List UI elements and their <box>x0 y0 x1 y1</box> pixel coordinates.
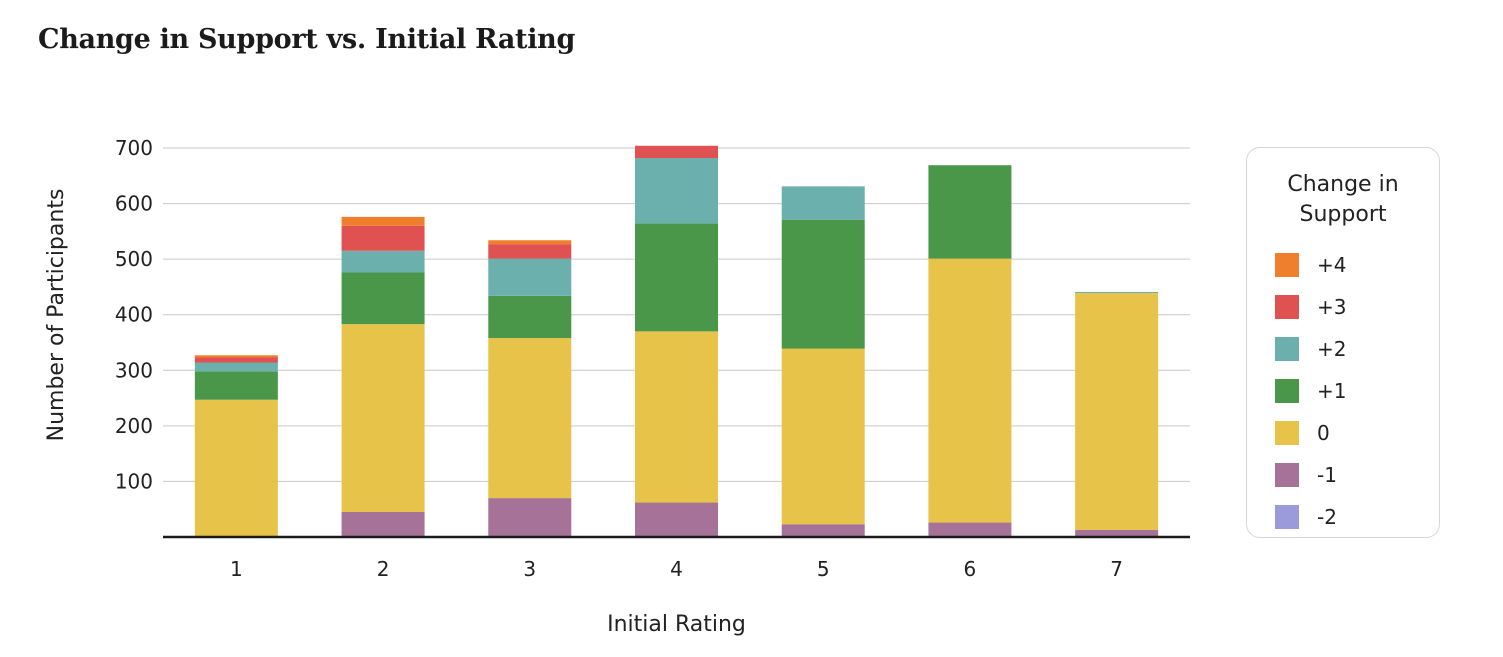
legend-item: 0 <box>1275 412 1346 454</box>
legend-swatch <box>1275 505 1299 529</box>
bar-segment <box>194 371 278 400</box>
bar-segment <box>781 219 865 349</box>
bar-segment <box>488 258 572 296</box>
x-tick-label: 3 <box>523 557 536 581</box>
legend-item: +2 <box>1275 328 1346 370</box>
legend-item: -1 <box>1275 454 1346 496</box>
y-tick-label: 300 <box>115 358 153 382</box>
legend-item: +4 <box>1275 244 1346 286</box>
legend-label: 0 <box>1317 421 1330 445</box>
legend-swatch <box>1275 295 1299 319</box>
y-tick-label: 200 <box>115 414 153 438</box>
bar-segment <box>1075 291 1159 294</box>
legend-title-line-2: Support <box>1299 202 1387 227</box>
y-tick-label: 600 <box>115 192 153 216</box>
legend-swatch <box>1275 337 1299 361</box>
bar-segment <box>928 165 1012 259</box>
bar-segment <box>781 524 865 537</box>
legend-title-line-1: Change in <box>1287 172 1399 197</box>
bar-segment <box>488 295 572 339</box>
legend-label: +2 <box>1317 337 1347 361</box>
bar-segment <box>928 522 1012 537</box>
bar-segment <box>194 357 278 363</box>
bar-segment <box>928 258 1012 523</box>
x-tick-labels: 1 2 3 4 5 6 7 <box>230 557 1123 581</box>
bar-segment <box>341 225 425 251</box>
bar-segment <box>635 331 718 503</box>
bar-segment <box>194 399 278 537</box>
x-tick-label: 4 <box>670 557 683 581</box>
y-tick-label: 500 <box>115 247 153 271</box>
x-tick-label: 2 <box>377 557 390 581</box>
x-tick-label: 7 <box>1110 557 1123 581</box>
x-tick-label: 6 <box>964 557 977 581</box>
bar-segment <box>341 324 425 512</box>
legend-swatch <box>1275 253 1299 277</box>
y-tick-label: 700 <box>115 136 153 160</box>
bar-segment <box>341 250 425 273</box>
legend-items: +4 +3 +2 +1 0 -1 -2 <box>1275 244 1346 538</box>
y-tick-label: 100 <box>115 469 153 493</box>
y-tick-label: 400 <box>115 303 153 327</box>
legend-label: -1 <box>1317 463 1337 487</box>
bar-segment <box>488 498 572 537</box>
bar-segment <box>635 158 718 224</box>
bar-segment <box>194 362 278 372</box>
bar-segment <box>488 244 572 259</box>
legend-item: +3 <box>1275 286 1346 328</box>
x-axis-title: Initial Rating <box>607 612 746 637</box>
y-axis-title: Number of Participants <box>44 189 69 442</box>
bar-segment <box>781 348 865 525</box>
legend-label: -2 <box>1317 505 1337 529</box>
bar-segment <box>635 145 718 159</box>
legend-label: +1 <box>1317 379 1347 403</box>
legend-title: Change in Support <box>1247 170 1439 230</box>
legend-swatch <box>1275 463 1299 487</box>
bar-segment <box>1075 529 1159 537</box>
bar-segment <box>1075 293 1159 530</box>
legend-label: +3 <box>1317 295 1347 319</box>
legend-item: +1 <box>1275 370 1346 412</box>
legend-item: -2 <box>1275 496 1346 538</box>
legend-swatch <box>1275 421 1299 445</box>
x-tick-label: 1 <box>230 557 243 581</box>
bar-stacks <box>194 145 1159 537</box>
bar-segment <box>194 355 278 358</box>
chart-title: Change in Support vs. Initial Rating <box>38 24 576 55</box>
bar-segment <box>341 216 425 226</box>
bar-segment <box>488 240 572 245</box>
bar-segment <box>341 272 425 325</box>
y-tick-labels: 100 200 300 400 500 600 700 <box>115 136 153 493</box>
bar-segment <box>488 338 572 499</box>
legend-swatch <box>1275 379 1299 403</box>
legend-label: +4 <box>1317 253 1347 277</box>
bar-segment <box>781 186 865 220</box>
bar-segment <box>635 502 718 537</box>
bar-segment <box>635 223 718 332</box>
x-tick-label: 5 <box>817 557 830 581</box>
legend: Change in Support +4 +3 +2 +1 0 -1 -2 <box>1246 147 1440 538</box>
bar-segment <box>341 511 425 537</box>
